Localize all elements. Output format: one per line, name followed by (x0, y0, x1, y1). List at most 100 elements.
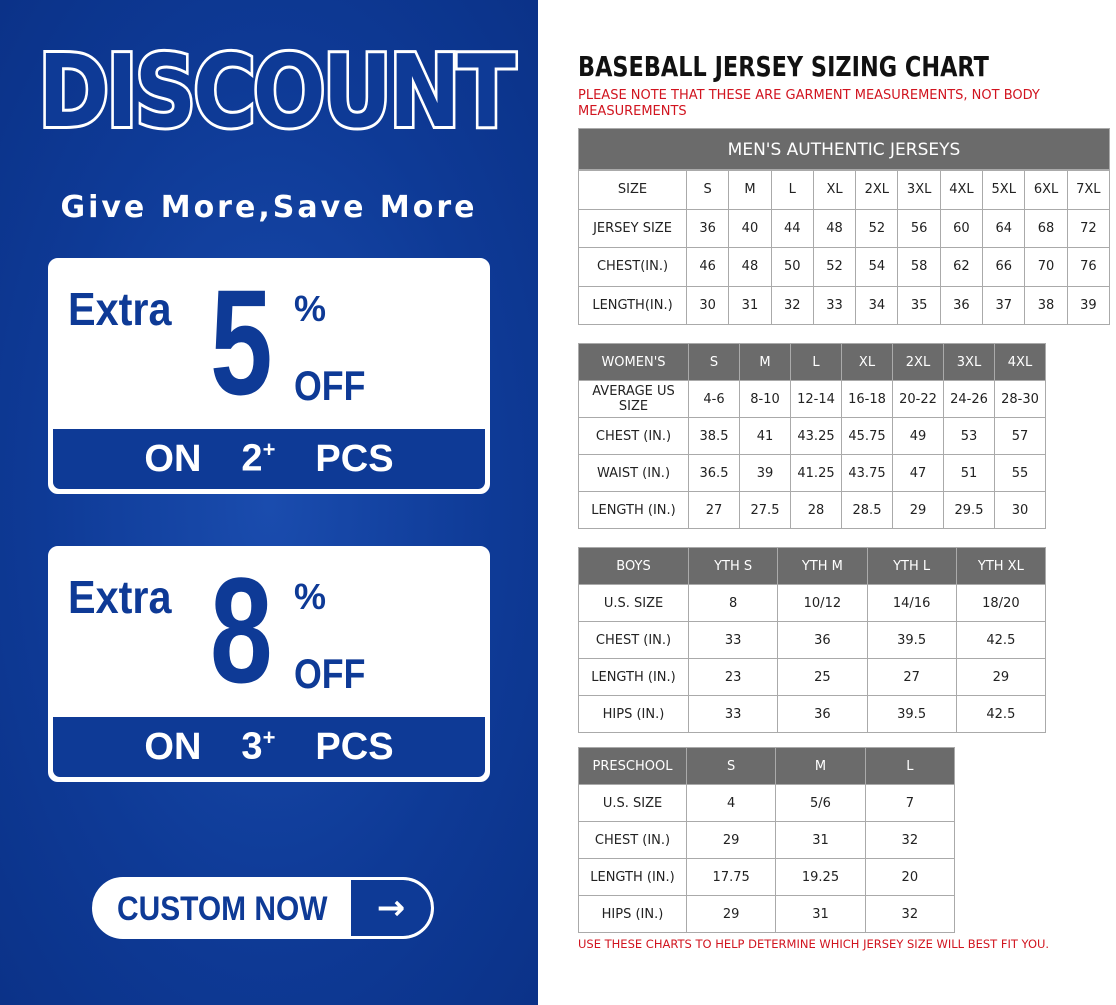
table-row: U.S. SIZE 4 5/6 7 (578, 784, 956, 822)
table-cell: 28-30 (994, 380, 1046, 418)
table-cell: 43.25 (790, 417, 842, 455)
table-cell: 28.5 (841, 491, 893, 529)
table-cell: 14/16 (866, 584, 957, 622)
table-cell: 36.5 (688, 454, 740, 492)
row-label: JERSEY SIZE (578, 208, 687, 248)
column-header: L (790, 343, 842, 381)
table-cell: 27.5 (739, 491, 791, 529)
table-cell: XL (812, 170, 857, 210)
table-cell: 76 (1066, 247, 1111, 287)
column-header: YTH M (777, 547, 868, 585)
row-label: LENGTH (IN.) (578, 491, 689, 529)
table-cell: 31 (775, 821, 866, 859)
table-row: HIPS (IN.) 33 36 39.5 42.5 (578, 695, 1047, 733)
table-cell: 25 (777, 658, 868, 696)
custom-now-button[interactable]: CUSTOM NOW → (92, 877, 434, 939)
table-cell: 56 (897, 208, 941, 248)
table-cell: 27 (688, 491, 740, 529)
row-label: HIPS (IN.) (578, 895, 687, 933)
table-row: WAIST (IN.) 36.5 39 41.25 43.75 47 51 55 (578, 454, 1046, 492)
row-label: LENGTH(IN.) (578, 285, 687, 325)
promo-panel: DISCOUNT Give More,Save More Extra 5 % O… (0, 0, 538, 1005)
row-label: LENGTH (IN.) (578, 658, 689, 696)
table-cell: 42.5 (955, 695, 1047, 733)
table-row: CHEST (IN.) 33 36 39.5 42.5 (578, 621, 1047, 659)
table-cell: 51 (943, 454, 995, 492)
boys-size-table: BOYS YTH S YTH M YTH L YTH XL U.S. SIZE 8 10/12… (578, 547, 1047, 733)
table-cell: 40 (728, 208, 772, 248)
table-cell: 48 (812, 208, 857, 248)
table-cell: 36 (777, 621, 868, 659)
table-cell: 19.25 (775, 858, 866, 896)
measurement-note: PLEASE NOTE THAT THESE ARE GARMENT MEASU… (578, 88, 1040, 119)
table-cell: 39.5 (866, 695, 957, 733)
table-cell: 38 (1024, 285, 1068, 325)
table-cell: 55 (994, 454, 1046, 492)
table-cell: 39 (739, 454, 791, 492)
table-cell: 4 (685, 784, 777, 822)
table-cell: 60 (939, 208, 984, 248)
qty: 2+ (241, 437, 276, 480)
offer-percent: % (294, 288, 327, 329)
table-cell: 42.5 (955, 621, 1047, 659)
table-cell: 32 (864, 895, 956, 933)
table-cell: 5XL (982, 170, 1026, 210)
row-label: CHEST(IN.) (578, 247, 687, 287)
table-cell: 17.75 (685, 858, 777, 896)
table-cell: 10/12 (777, 584, 868, 622)
table-row: AVERAGE US SIZE 4-6 8-10 12-14 16-18 20-22 24-… (578, 380, 1046, 418)
table-cell: 58 (897, 247, 941, 287)
table-row: CHEST (IN.) 29 31 32 (578, 821, 956, 859)
column-header: YTH L (866, 547, 957, 585)
table-cell: 70 (1024, 247, 1068, 287)
offer-card-8: Extra 8 % OFF ON 3+ PCS (48, 546, 490, 782)
table-row: CHEST(IN.) 46 48 50 52 54 58 62 66 70 76 (578, 247, 1111, 287)
table-header-row: WOMEN'S S M L XL 2XL 3XL 4XL (578, 343, 1046, 381)
table-cell: 47 (892, 454, 944, 492)
row-label: CHEST (IN.) (578, 821, 687, 859)
footnote: USE THESE CHARTS TO HELP DETERMINE WHICH… (578, 937, 1050, 951)
table-cell: 68 (1024, 208, 1068, 248)
table-header-row: BOYS YTH S YTH M YTH L YTH XL (578, 547, 1047, 585)
column-header: M (775, 747, 866, 785)
offer-percent: % (294, 576, 327, 617)
table-cell: 36 (939, 285, 984, 325)
table-cell: 52 (855, 208, 899, 248)
table-cell: 46 (685, 247, 730, 287)
table-cell: 35 (897, 285, 941, 325)
table-cell: 5/6 (775, 784, 866, 822)
qty: 3+ (241, 725, 276, 768)
column-header: 2XL (892, 343, 944, 381)
table-row: CHEST (IN.) 38.5 41 43.25 45.75 49 53 57 (578, 417, 1046, 455)
table-cell: 8-10 (739, 380, 791, 418)
row-label: CHEST (IN.) (578, 621, 689, 659)
row-label: SIZE (578, 170, 687, 210)
table-cell: 20-22 (892, 380, 944, 418)
table-cell: 52 (812, 247, 857, 287)
column-header: L (864, 747, 956, 785)
row-label: WAIST (IN.) (578, 454, 689, 492)
offer-number: 8 (210, 546, 273, 714)
column-header: 3XL (943, 343, 995, 381)
column-header: XL (841, 343, 893, 381)
table-row: LENGTH (IN.) 17.75 19.25 20 (578, 858, 956, 896)
column-header: 4XL (994, 343, 1046, 381)
table-cell: 30 (685, 285, 730, 325)
table-row: LENGTH (IN.) 27 27.5 28 28.5 29 29.5 30 (578, 491, 1046, 529)
arrow-right-icon: → (351, 880, 431, 936)
table-cell: 31 (775, 895, 866, 933)
table-cell: 16-18 (841, 380, 893, 418)
table-header-row: PRESCHOOL S M L (578, 747, 956, 785)
table-cell: 2XL (855, 170, 899, 210)
table-cell: 33 (812, 285, 857, 325)
table-cell: 4XL (939, 170, 984, 210)
table-cell: 7 (864, 784, 956, 822)
table-cell: 62 (939, 247, 984, 287)
table-cell: 27 (866, 658, 957, 696)
table-cell: 29 (685, 895, 777, 933)
table-cell: 45.75 (841, 417, 893, 455)
offer-off: OFF (294, 362, 366, 409)
column-header: BOYS (578, 547, 689, 585)
table-cell: 33 (687, 695, 779, 733)
men-size-table: MEN'S AUTHENTIC JERSEYS SIZE S M L XL 2XL 3XL 4X… (578, 128, 1111, 325)
